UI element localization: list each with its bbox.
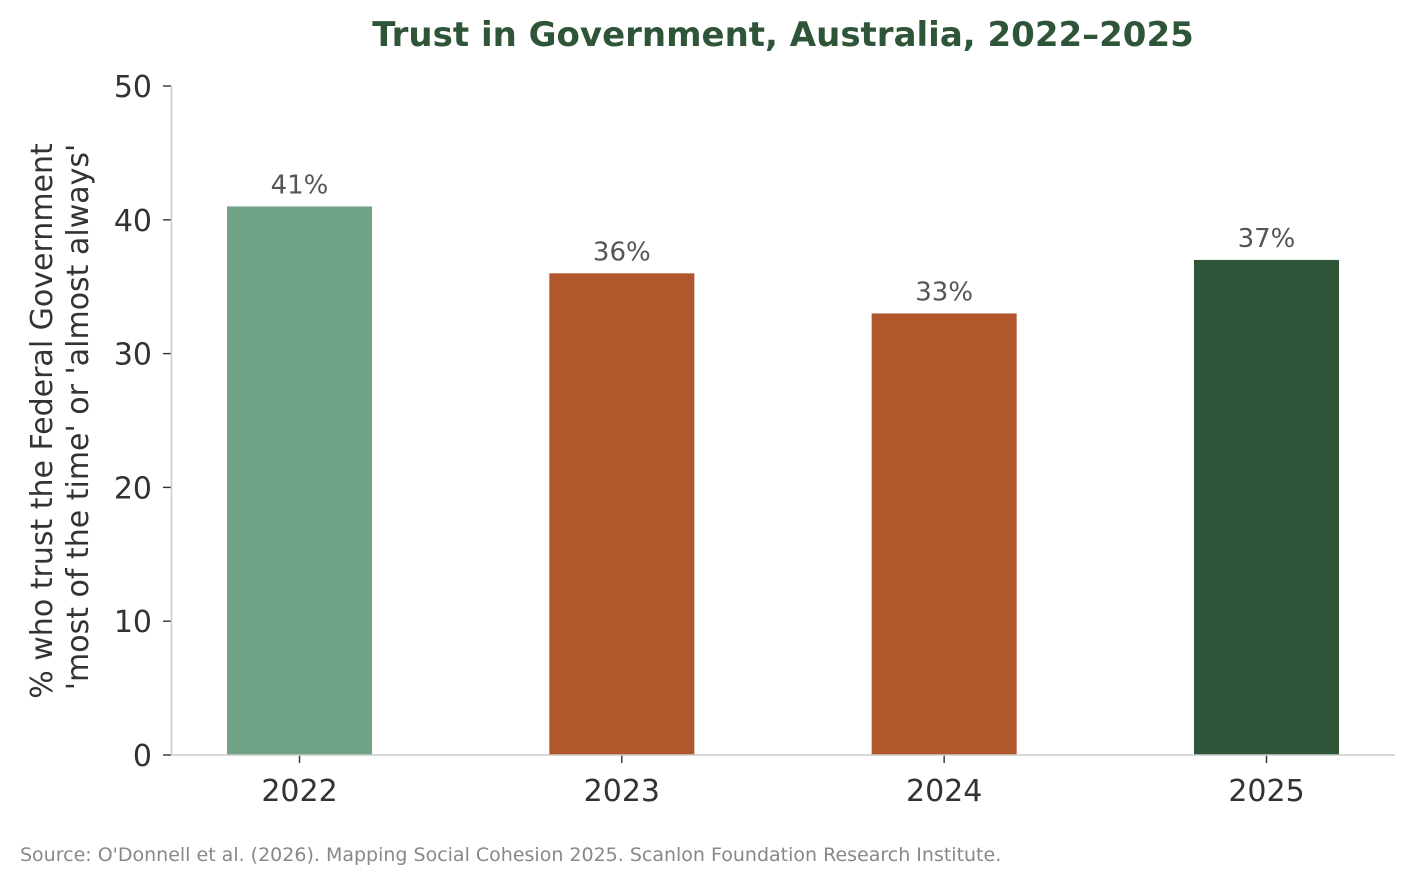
bar-2024 xyxy=(871,313,1017,755)
y-axis-ticks: 0 10 20 30 40 50 xyxy=(114,70,171,774)
source-note: Source: O'Donnell et al. (2026). Mapping… xyxy=(20,844,1001,866)
bar-2025 xyxy=(1194,259,1339,755)
x-tick-label-2022: 2022 xyxy=(261,774,337,809)
y-tick-label: 30 xyxy=(114,338,152,373)
x-tick-label-2024: 2024 xyxy=(906,774,982,809)
y-axis-label: % who trust the Federal Government 'most… xyxy=(25,143,96,699)
bar-2022 xyxy=(227,206,372,756)
data-label-2025: 37% xyxy=(1238,224,1296,254)
data-labels: 41% 36% 33% 37% xyxy=(271,170,1296,307)
x-tick-label-2023: 2023 xyxy=(584,774,660,809)
y-tick-label: 50 xyxy=(114,70,152,105)
data-label-2024: 33% xyxy=(915,277,973,307)
y-tick-label: 40 xyxy=(114,204,152,239)
y-tick-label: 0 xyxy=(133,739,152,774)
y-tick-label: 20 xyxy=(114,471,152,506)
data-label-2023: 36% xyxy=(593,237,651,267)
x-tick-label-2025: 2025 xyxy=(1228,774,1304,809)
x-axis-ticks: 2022 2023 2024 2025 xyxy=(261,755,1305,809)
bar-2023 xyxy=(549,273,695,755)
chart-title: Trust in Government, Australia, 2022–202… xyxy=(372,15,1194,55)
y-tick-label: 10 xyxy=(114,605,152,640)
y-axis-label-line-2: 'most of the time' or 'almost always' xyxy=(61,144,96,691)
data-label-2022: 41% xyxy=(271,170,329,200)
bars xyxy=(227,206,1339,756)
y-axis-label-line-1: % who trust the Federal Government xyxy=(25,143,60,699)
